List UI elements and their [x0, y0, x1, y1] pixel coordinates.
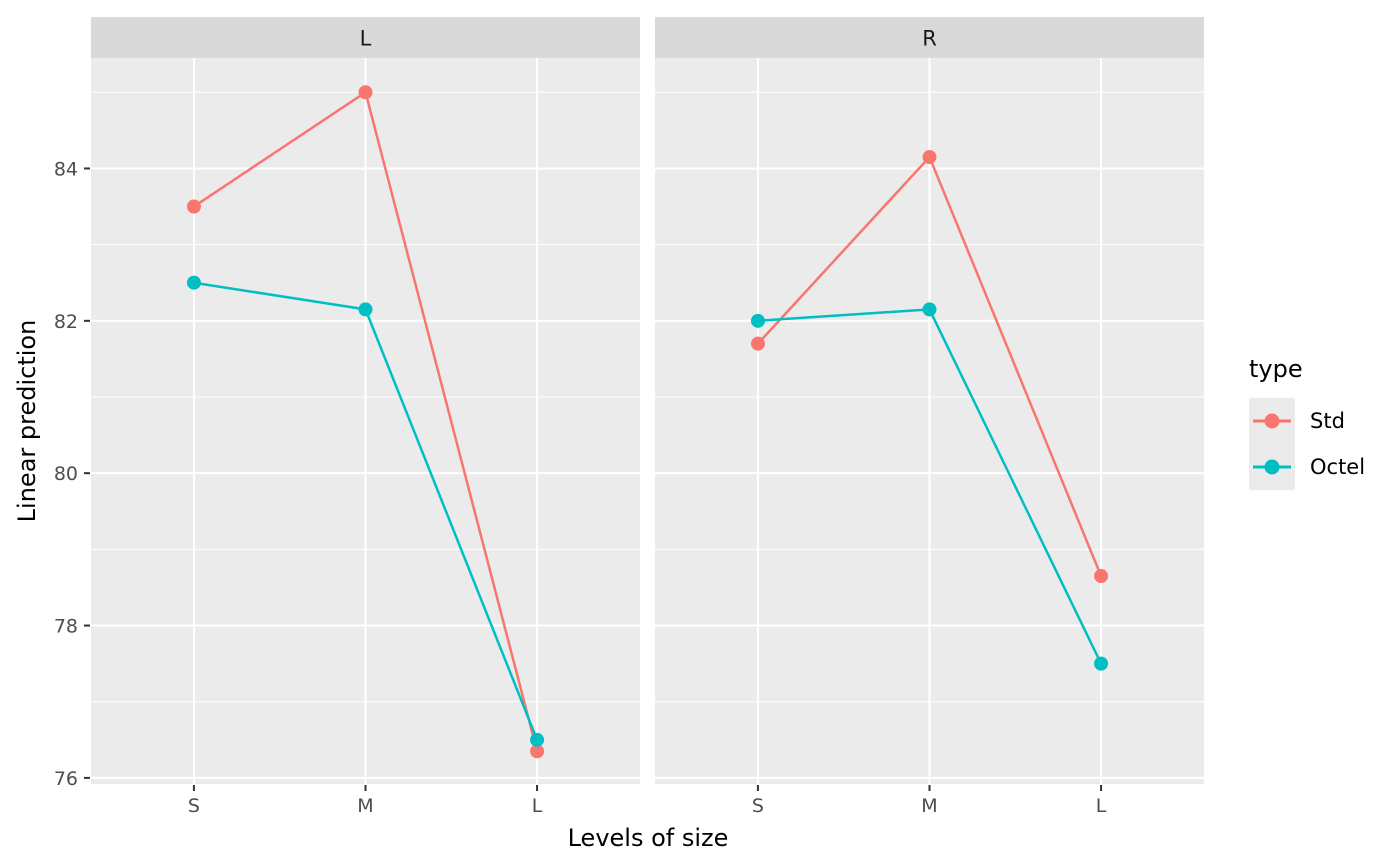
y-tick-label: 84 [54, 158, 78, 180]
y-tick-label: 82 [54, 311, 78, 333]
y-tick-label: 80 [54, 463, 78, 485]
facet-strip [91, 17, 640, 58]
data-point-std [922, 150, 937, 165]
legend-title: type [1249, 355, 1303, 383]
legend-key-icon [1249, 398, 1295, 444]
data-point-std [186, 199, 201, 214]
data-point-octel [186, 275, 201, 290]
legend-entry-label: Std [1310, 409, 1345, 433]
legend: type Std Octel [1249, 355, 1365, 490]
facet-strip-label: L [360, 27, 372, 51]
data-point-octel [530, 732, 545, 747]
x-tick-label: S [188, 795, 200, 817]
legend-entry: Octel [1249, 444, 1365, 490]
x-axis-title: Levels of size [567, 824, 729, 852]
data-point-octel [358, 302, 373, 317]
legend-keys: Std Octel [1249, 398, 1365, 490]
legend-key-icon [1249, 444, 1295, 490]
data-point-std [750, 336, 765, 351]
x-tick-label: M [357, 795, 373, 817]
facet-strip [655, 17, 1204, 58]
x-tick-label: L [532, 795, 543, 817]
data-point-octel [1094, 656, 1109, 671]
data-point-std [1094, 569, 1109, 584]
data-point-std [358, 85, 373, 100]
legend-entry: Std [1249, 398, 1365, 444]
x-tick-label: L [1096, 795, 1107, 817]
y-axis-title: Linear prediction [13, 319, 41, 523]
x-tick-label: S [752, 795, 764, 817]
data-point-octel [750, 313, 765, 328]
y-tick-label: 76 [54, 768, 78, 790]
data-point-std [530, 744, 545, 759]
data-point-octel [922, 302, 937, 317]
facet-strip-label: R [922, 27, 937, 51]
legend-entry-label: Octel [1310, 455, 1366, 479]
x-tick-label: M [921, 795, 937, 817]
y-tick-label: 78 [54, 616, 78, 638]
